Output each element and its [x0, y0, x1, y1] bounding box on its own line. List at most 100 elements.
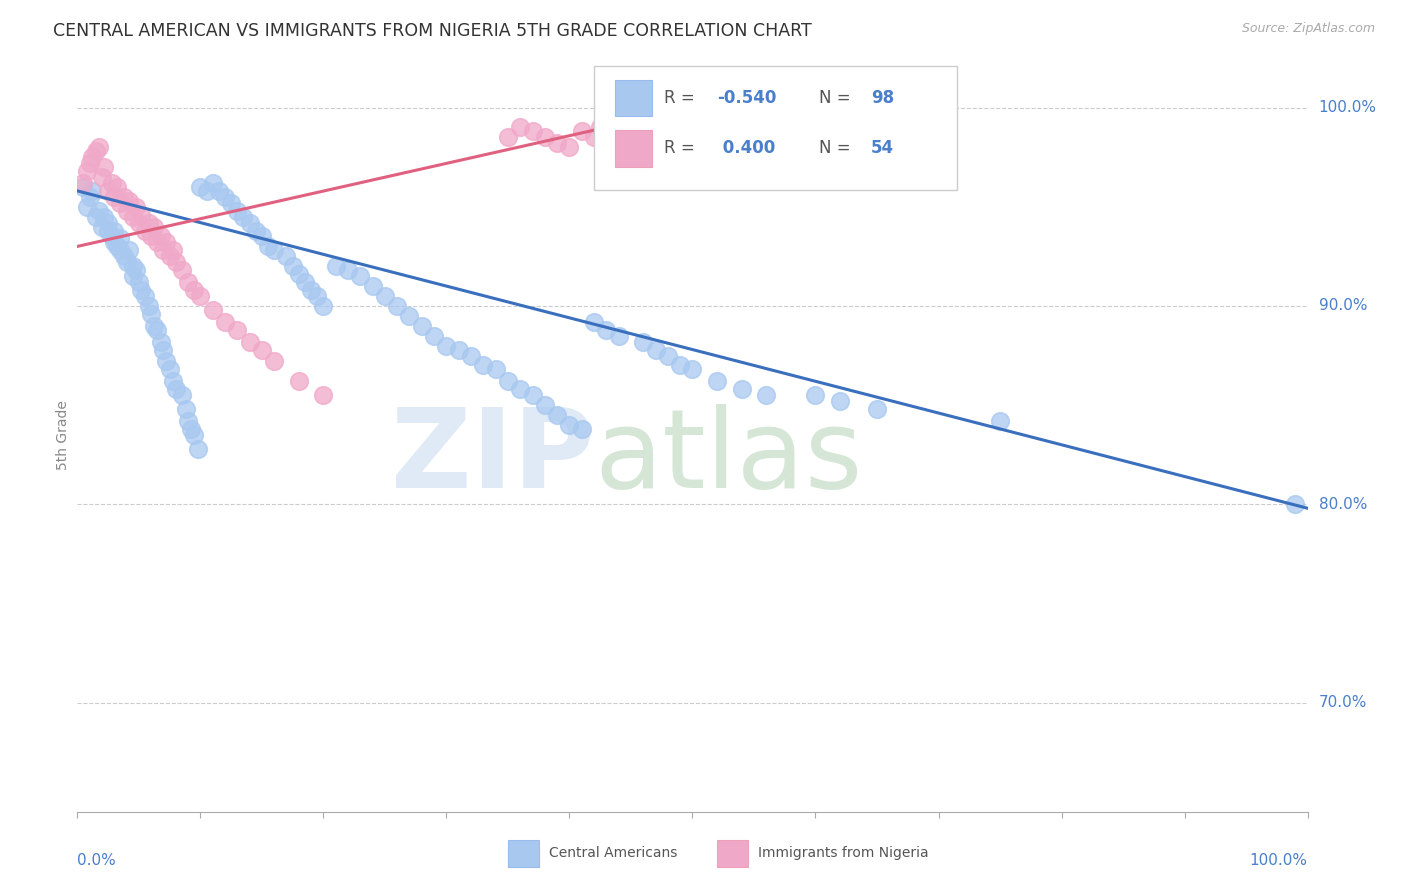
Point [150, 229, 173, 244]
Point [82, 184, 104, 198]
Text: Source: ZipAtlas.com: Source: ZipAtlas.com [1241, 22, 1375, 36]
Point [118, 194, 141, 208]
FancyBboxPatch shape [508, 839, 538, 867]
Point [731, 382, 754, 396]
Point [633, 334, 655, 349]
Point [90, 219, 114, 234]
Point [294, 275, 316, 289]
Point [128, 275, 150, 289]
Point [472, 359, 495, 373]
Text: 80.0%: 80.0% [1319, 497, 1367, 512]
Point [105, 180, 128, 194]
Point [128, 216, 150, 230]
Text: N =: N = [820, 139, 856, 157]
Text: R =: R = [664, 139, 700, 157]
Point [89, 203, 111, 218]
Point [76, 164, 98, 178]
Point [97, 184, 120, 198]
Point [337, 263, 360, 277]
Point [155, 354, 177, 368]
Point [188, 180, 212, 194]
Point [129, 283, 153, 297]
Point [141, 229, 163, 244]
Text: Central Americans: Central Americans [548, 847, 676, 860]
Text: 0.0%: 0.0% [77, 853, 117, 868]
Point [152, 244, 174, 258]
Point [607, 328, 630, 343]
Point [180, 422, 202, 436]
Point [89, 140, 111, 154]
Point [93, 210, 115, 224]
Point [988, 414, 1011, 428]
Point [101, 229, 124, 244]
Text: R =: R = [664, 89, 700, 107]
FancyBboxPatch shape [614, 80, 652, 116]
Point [509, 120, 531, 135]
Point [1284, 497, 1306, 511]
Point [583, 130, 606, 145]
Point [146, 235, 169, 250]
Point [165, 255, 187, 269]
Text: Immigrants from Nigeria: Immigrants from Nigeria [758, 847, 928, 860]
Point [558, 140, 581, 154]
Text: 100.0%: 100.0% [1250, 853, 1308, 868]
Point [226, 323, 249, 337]
Point [583, 315, 606, 329]
Point [115, 255, 138, 269]
Point [155, 235, 177, 250]
Point [571, 124, 593, 138]
Point [226, 203, 249, 218]
Point [159, 362, 181, 376]
Point [142, 318, 165, 333]
Point [276, 249, 298, 263]
Point [159, 249, 181, 263]
Point [299, 283, 322, 297]
Point [657, 349, 679, 363]
Point [79, 190, 101, 204]
Point [121, 259, 143, 273]
Text: N =: N = [820, 89, 856, 107]
Point [245, 223, 267, 237]
Point [232, 210, 254, 224]
Point [90, 169, 114, 184]
Point [174, 402, 197, 417]
Point [281, 259, 304, 273]
Y-axis label: 5th Grade: 5th Grade [56, 400, 70, 470]
Point [706, 374, 728, 388]
Text: 54: 54 [870, 139, 894, 157]
Point [152, 343, 174, 357]
FancyBboxPatch shape [595, 65, 957, 190]
Point [534, 398, 557, 412]
Point [146, 323, 169, 337]
Point [288, 374, 311, 388]
Point [288, 267, 311, 281]
Point [201, 176, 224, 190]
Point [239, 334, 262, 349]
Point [361, 279, 384, 293]
Point [257, 239, 280, 253]
Point [460, 349, 482, 363]
FancyBboxPatch shape [614, 130, 652, 167]
Point [79, 156, 101, 170]
Point [84, 210, 107, 224]
Point [423, 328, 446, 343]
Point [398, 309, 420, 323]
Point [105, 239, 128, 253]
Point [496, 130, 519, 145]
Point [93, 160, 115, 174]
Text: ZIP: ZIP [391, 404, 595, 511]
Point [72, 176, 94, 190]
Point [103, 223, 125, 237]
Point [214, 190, 236, 204]
Point [195, 184, 218, 198]
Point [170, 388, 193, 402]
Point [208, 184, 231, 198]
Point [571, 422, 593, 436]
Point [138, 216, 160, 230]
Point [101, 176, 124, 190]
Point [546, 136, 568, 151]
Point [118, 244, 141, 258]
Point [496, 374, 519, 388]
Point [312, 299, 335, 313]
Point [165, 382, 187, 396]
